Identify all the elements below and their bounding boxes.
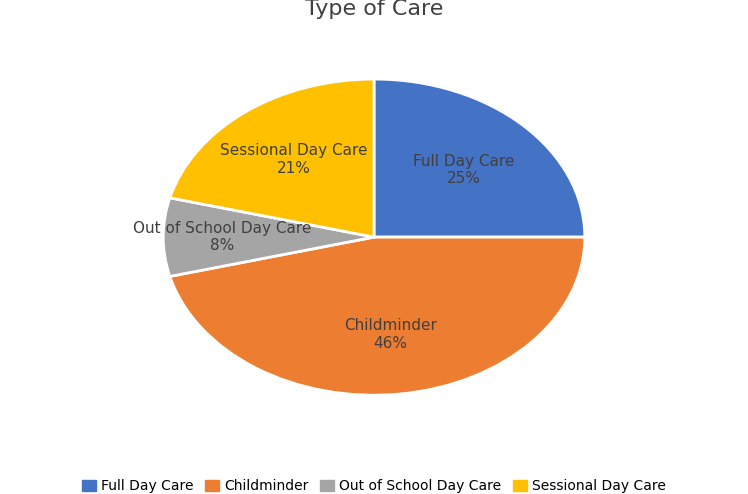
Wedge shape xyxy=(170,79,374,237)
Text: Sessional Day Care
21%: Sessional Day Care 21% xyxy=(220,143,368,176)
Wedge shape xyxy=(163,198,374,277)
Wedge shape xyxy=(374,79,585,237)
Text: Full Day Care
25%: Full Day Care 25% xyxy=(413,154,514,186)
Text: Out of School Day Care
8%: Out of School Day Care 8% xyxy=(133,221,311,253)
Legend: Full Day Care, Childminder, Out of School Day Care, Sessional Day Care: Full Day Care, Childminder, Out of Schoo… xyxy=(76,474,672,494)
Wedge shape xyxy=(170,237,585,395)
Title: Type of Care: Type of Care xyxy=(305,0,443,19)
Text: Childminder
46%: Childminder 46% xyxy=(344,318,437,351)
